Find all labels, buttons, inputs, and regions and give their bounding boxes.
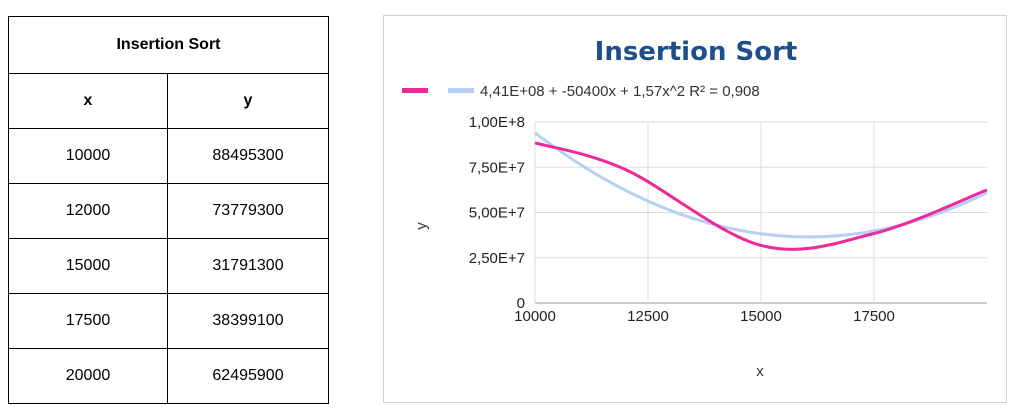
chart-container: Insertion Sort 4,41E+08 + -50400x + 1,57… bbox=[383, 15, 1007, 403]
legend-trendline-label: 4,41E+08 + -50400x + 1,57x^2 R² = 0,908 bbox=[480, 83, 760, 100]
y-axis-label: y bbox=[413, 222, 430, 230]
x-tick-label: 15000 bbox=[740, 308, 782, 325]
cell-x: 17500 bbox=[8, 293, 168, 349]
series-line bbox=[534, 141, 988, 251]
table-row: 10000 88495300 bbox=[8, 128, 329, 184]
x-tick-label: 17500 bbox=[853, 308, 895, 325]
chart-title: Insertion Sort bbox=[595, 37, 798, 67]
cell-x: 10000 bbox=[8, 128, 168, 184]
cell-y: 88495300 bbox=[167, 128, 329, 184]
y-tick-label: 1,00E+8 bbox=[469, 114, 525, 131]
cell-x: 20000 bbox=[8, 348, 168, 404]
legend-trendline-swatch bbox=[448, 88, 474, 93]
axis-ticks: 0 2,50E+7 5,00E+7 7,50E+7 1,00E+8 10000 12500 1… bbox=[469, 114, 895, 325]
data-table: Insertion Sort x y 10000 88495300 12000 … bbox=[8, 16, 329, 404]
plot-area bbox=[534, 131, 988, 251]
cell-x: 12000 bbox=[8, 183, 168, 239]
x-tick-label: 10000 bbox=[514, 308, 556, 325]
table-row: 15000 31791300 bbox=[8, 238, 329, 294]
y-tick-label: 5,00E+7 bbox=[469, 205, 525, 222]
table-row: 20000 62495900 bbox=[8, 348, 329, 404]
column-header-x: x bbox=[8, 73, 168, 129]
y-tick-label: 2,50E+7 bbox=[469, 250, 525, 267]
x-axis-label: x bbox=[756, 363, 764, 380]
cell-y: 73779300 bbox=[167, 183, 329, 239]
y-tick-label: 7,50E+7 bbox=[469, 159, 525, 176]
x-tick-label: 12500 bbox=[627, 308, 669, 325]
cell-y: 38399100 bbox=[167, 293, 329, 349]
table-title: Insertion Sort bbox=[8, 16, 329, 74]
column-header-y: y bbox=[167, 73, 329, 129]
table-row: 12000 73779300 bbox=[8, 183, 329, 239]
y-tick-label: 0 bbox=[517, 295, 525, 312]
line-chart: Insertion Sort 4,41E+08 + -50400x + 1,57… bbox=[402, 37, 988, 380]
table-row: 17500 38399100 bbox=[8, 293, 329, 349]
cell-x: 15000 bbox=[8, 238, 168, 294]
grid bbox=[534, 121, 987, 304]
cell-y: 31791300 bbox=[167, 238, 329, 294]
cell-y: 62495900 bbox=[167, 348, 329, 404]
legend-series-swatch bbox=[402, 88, 428, 93]
